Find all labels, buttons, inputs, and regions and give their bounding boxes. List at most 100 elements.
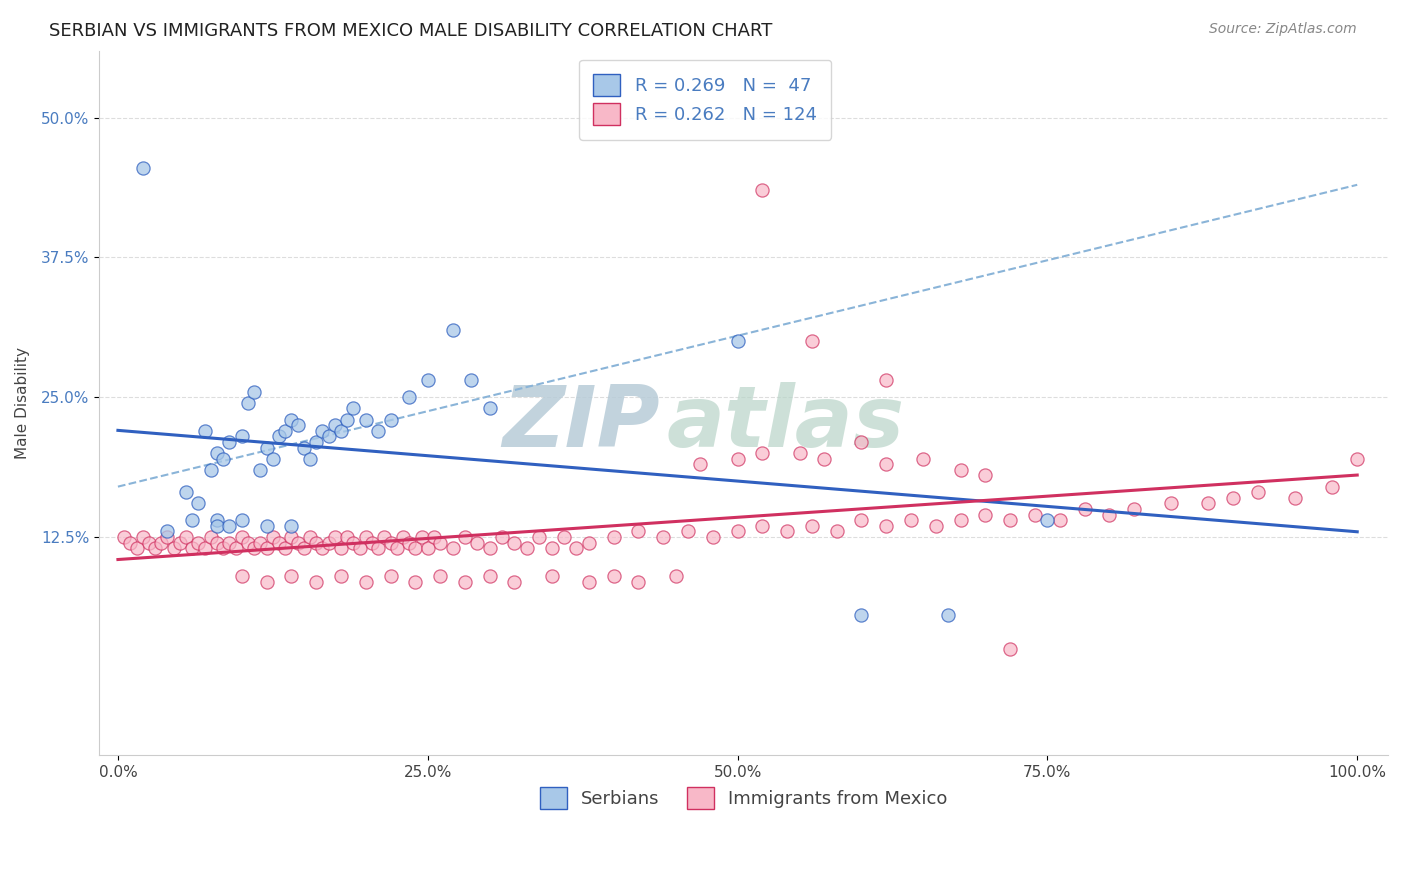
- Point: [578, 574, 600, 589]
- Point: [287, 418, 309, 433]
- Point: [163, 541, 186, 555]
- Point: [205, 535, 228, 549]
- Point: [676, 524, 699, 539]
- Point: [298, 451, 321, 466]
- Point: [751, 446, 773, 460]
- Point: [120, 535, 142, 549]
- Point: [218, 518, 240, 533]
- Point: [998, 641, 1021, 656]
- Point: [392, 530, 415, 544]
- Point: [602, 569, 624, 583]
- Point: [205, 518, 228, 533]
- Point: [478, 541, 501, 555]
- Point: [516, 541, 538, 555]
- Point: [212, 451, 235, 466]
- Point: [236, 535, 259, 549]
- Point: [529, 530, 551, 544]
- Point: [1284, 491, 1306, 505]
- Point: [465, 535, 488, 549]
- Point: [262, 451, 284, 466]
- Point: [851, 608, 873, 623]
- Point: [323, 418, 346, 433]
- Point: [423, 530, 446, 544]
- Text: ZIP: ZIP: [502, 383, 659, 466]
- Point: [194, 424, 217, 438]
- Point: [342, 401, 364, 416]
- Text: Source: ZipAtlas.com: Source: ZipAtlas.com: [1209, 22, 1357, 37]
- Point: [330, 541, 353, 555]
- Point: [318, 535, 340, 549]
- Point: [292, 441, 315, 455]
- Point: [373, 530, 395, 544]
- Point: [131, 161, 153, 175]
- Y-axis label: Male Disability: Male Disability: [15, 347, 30, 458]
- Point: [411, 530, 433, 544]
- Point: [231, 569, 253, 583]
- Point: [318, 429, 340, 443]
- Point: [174, 485, 197, 500]
- Text: atlas: atlas: [666, 383, 904, 466]
- Point: [1346, 451, 1368, 466]
- Point: [181, 513, 204, 527]
- Point: [900, 513, 922, 527]
- Point: [305, 574, 328, 589]
- Point: [298, 530, 321, 544]
- Point: [280, 530, 302, 544]
- Point: [349, 541, 371, 555]
- Point: [441, 541, 464, 555]
- Point: [875, 457, 897, 471]
- Point: [218, 434, 240, 449]
- Point: [236, 396, 259, 410]
- Point: [125, 541, 148, 555]
- Point: [627, 524, 650, 539]
- Point: [181, 541, 204, 555]
- Point: [875, 373, 897, 387]
- Point: [267, 535, 290, 549]
- Point: [1247, 485, 1270, 500]
- Point: [540, 541, 562, 555]
- Point: [143, 541, 166, 555]
- Point: [1073, 502, 1095, 516]
- Point: [652, 530, 675, 544]
- Point: [367, 541, 389, 555]
- Point: [292, 541, 315, 555]
- Point: [225, 541, 247, 555]
- Point: [231, 513, 253, 527]
- Point: [342, 535, 364, 549]
- Point: [627, 574, 650, 589]
- Point: [974, 468, 997, 483]
- Point: [503, 535, 526, 549]
- Point: [194, 541, 217, 555]
- Point: [949, 463, 972, 477]
- Point: [727, 334, 749, 349]
- Point: [138, 535, 160, 549]
- Point: [553, 530, 575, 544]
- Point: [578, 535, 600, 549]
- Point: [330, 569, 353, 583]
- Point: [311, 541, 333, 555]
- Point: [776, 524, 799, 539]
- Point: [187, 535, 209, 549]
- Point: [385, 541, 408, 555]
- Point: [1049, 513, 1071, 527]
- Point: [503, 574, 526, 589]
- Point: [429, 535, 451, 549]
- Point: [156, 524, 179, 539]
- Point: [330, 424, 353, 438]
- Point: [974, 508, 997, 522]
- Point: [800, 334, 823, 349]
- Point: [998, 513, 1021, 527]
- Point: [280, 569, 302, 583]
- Point: [131, 530, 153, 544]
- Point: [174, 530, 197, 544]
- Point: [380, 569, 402, 583]
- Point: [665, 569, 688, 583]
- Point: [540, 569, 562, 583]
- Point: [1322, 480, 1344, 494]
- Point: [936, 608, 959, 623]
- Point: [727, 524, 749, 539]
- Point: [751, 183, 773, 197]
- Point: [354, 574, 377, 589]
- Point: [454, 574, 477, 589]
- Point: [689, 457, 711, 471]
